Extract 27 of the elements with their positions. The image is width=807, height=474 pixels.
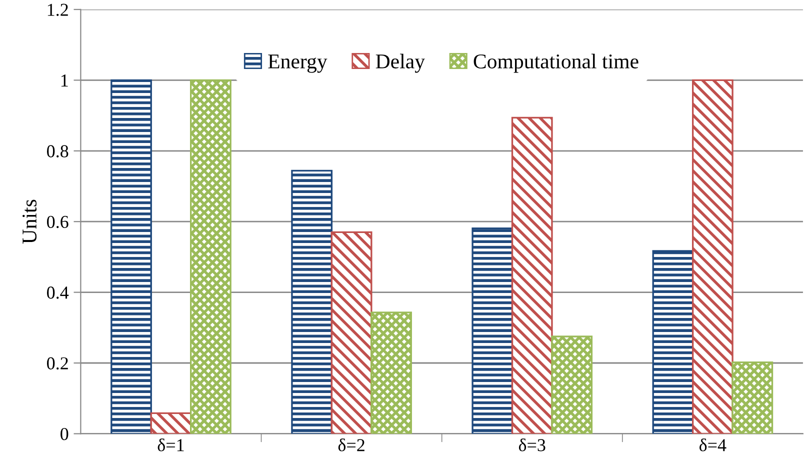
bar bbox=[330, 231, 372, 434]
legend-label: Delay bbox=[376, 54, 425, 73]
x-tick-label: δ=4 bbox=[700, 438, 726, 452]
legend-label: Computational time bbox=[474, 54, 638, 73]
bar bbox=[732, 361, 774, 434]
bar bbox=[511, 116, 553, 434]
bar bbox=[692, 79, 734, 434]
bar bbox=[190, 79, 232, 434]
x-tick-label: δ=2 bbox=[338, 438, 364, 452]
x-tick-label: δ=1 bbox=[158, 438, 184, 452]
bar bbox=[370, 312, 412, 434]
y-tick-label: 1.2 bbox=[48, 4, 68, 16]
bar bbox=[150, 412, 192, 434]
y-tick-label: 0.8 bbox=[47, 145, 68, 158]
y-axis-title: Units bbox=[22, 200, 37, 244]
y-tick-label: 0.6 bbox=[47, 216, 68, 228]
bar bbox=[551, 336, 593, 434]
legend-label: Energy bbox=[268, 54, 328, 73]
bar bbox=[472, 227, 514, 434]
x-tick-label: δ=3 bbox=[518, 438, 546, 452]
bar bbox=[291, 170, 333, 434]
y-tick-label: 0 bbox=[60, 428, 68, 440]
bar bbox=[652, 250, 694, 434]
bar bbox=[110, 79, 152, 434]
y-tick-label: 0.2 bbox=[47, 357, 68, 370]
y-tick-label: 0.4 bbox=[47, 286, 69, 299]
y-tick-label: 1 bbox=[61, 74, 68, 86]
